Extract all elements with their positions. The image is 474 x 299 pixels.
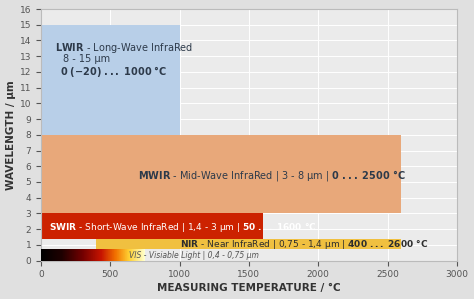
Text: $\bf{NIR}$ - Near InfraRed | 0,75 - 1,4 μm | $\bf{400\ ...\ 2600\ °C}$: $\bf{NIR}$ - Near InfraRed | 0,75 - 1,4 … (180, 237, 428, 251)
Bar (41, 213, 263, 239)
Text: $\bf{LWIR}$ - Long-Wave InfraRed: $\bf{LWIR}$ - Long-Wave InfraRed (55, 41, 193, 54)
Text: 8 - 15 μm: 8 - 15 μm (63, 54, 110, 64)
Bar (41, 25, 180, 135)
Text: VIS - Visiable Light | 0,4 - 0,75 μm: VIS - Visiable Light | 0,4 - 0,75 μm (128, 251, 258, 260)
Bar (96, 239, 401, 249)
Bar (41, 135, 401, 213)
Y-axis label: WAVELENGTH / μm: WAVELENGTH / μm (6, 80, 16, 190)
X-axis label: MEASURING TEMPERATURE / °C: MEASURING TEMPERATURE / °C (157, 283, 341, 293)
Text: $\bf{0\ (-20)\ ...}$ $\bf{1000\ °C}$: $\bf{0\ (-20)\ ...}$ $\bf{1000\ °C}$ (60, 64, 168, 79)
Text: $\bf{SWIR}$ - Short-Wave InfraRed | 1,4 - 3 μm | $\bf{50\ ...\ 1600\ °C}$: $\bf{SWIR}$ - Short-Wave InfraRed | 1,4 … (48, 221, 316, 234)
Text: $\bf{MWIR}$ - Mid-Wave InfraRed | 3 - 8 μm | $\bf{0\ ...\ 2500\ °C}$: $\bf{MWIR}$ - Mid-Wave InfraRed | 3 - 8 … (138, 168, 406, 183)
